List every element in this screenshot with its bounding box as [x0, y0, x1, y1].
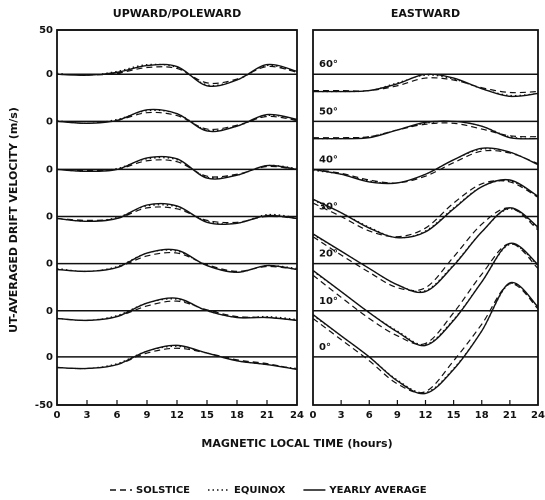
- x-tick-label: 0: [54, 410, 61, 421]
- x-tick-label: 9: [144, 410, 151, 421]
- x-tick-label: 21: [503, 410, 517, 421]
- curve: [56, 159, 298, 178]
- y-tick-label: 0: [46, 164, 53, 175]
- y-axis-label: UT-AVERAGED DRIFT VELOCITY (m/s): [7, 107, 20, 333]
- panel-title: EASTWARD: [391, 7, 460, 20]
- x-tick-label: 6: [114, 410, 121, 421]
- curve: [56, 157, 298, 179]
- curve: [312, 149, 539, 184]
- y-tick-label: 0°: [319, 342, 331, 353]
- y-tick-label: 0: [46, 69, 53, 80]
- curve: [56, 297, 298, 322]
- y-tick-label: 50: [39, 25, 53, 36]
- curve: [56, 248, 298, 274]
- curve: [56, 251, 298, 272]
- curve: [312, 179, 539, 239]
- x-tick-label: 0: [310, 410, 317, 421]
- x-tick-label: 12: [170, 410, 184, 421]
- curve: [56, 344, 298, 371]
- curve: [312, 180, 539, 238]
- y-tick-label: 40°: [319, 154, 338, 165]
- x-tick-label: 9: [394, 410, 401, 421]
- curve: [312, 178, 539, 239]
- y-tick-label: -50: [35, 400, 53, 411]
- y-tick-label: 20°: [319, 249, 338, 260]
- curve: [312, 283, 539, 394]
- x-tick-label: 21: [260, 410, 274, 421]
- legend-label: EQUINOX: [234, 485, 286, 496]
- curve: [56, 347, 298, 371]
- curve: [312, 282, 539, 394]
- x-tick-label: 3: [84, 410, 91, 421]
- curve: [312, 207, 539, 294]
- x-tick-label: 18: [475, 410, 489, 421]
- curve: [312, 148, 539, 184]
- curve: [312, 73, 539, 98]
- curve: [312, 120, 539, 140]
- curve: [56, 155, 298, 180]
- legend-label: SOLSTICE: [136, 485, 190, 496]
- x-axis-label: MAGNETIC LOCAL TIME (hours): [201, 437, 392, 450]
- curve: [56, 298, 298, 322]
- y-tick-label: 0: [46, 259, 53, 270]
- x-tick-label: 24: [290, 410, 304, 421]
- panel-frame: [312, 29, 539, 406]
- curve: [56, 204, 298, 225]
- panel-frame: [56, 29, 298, 406]
- curve: [56, 111, 298, 131]
- curve: [56, 63, 298, 88]
- x-tick-label: 6: [366, 410, 373, 421]
- curve: [312, 242, 539, 347]
- curve: [56, 108, 298, 133]
- curve: [312, 207, 539, 292]
- curve: [312, 281, 539, 395]
- y-tick-label: 10°: [319, 296, 338, 307]
- x-tick-label: 15: [200, 410, 214, 421]
- x-tick-label: 12: [419, 410, 433, 421]
- y-tick-label: 0: [46, 116, 53, 127]
- x-tick-label: 24: [531, 410, 545, 421]
- y-tick-label: 50°: [319, 106, 338, 117]
- y-tick-label: 0: [46, 306, 53, 317]
- curve: [313, 77, 539, 94]
- x-tick-label: 18: [230, 410, 244, 421]
- y-tick-label: 60°: [319, 59, 338, 70]
- curve: [312, 208, 539, 293]
- curve: [56, 206, 298, 224]
- x-tick-label: 3: [338, 410, 345, 421]
- y-tick-label: 0: [46, 352, 53, 363]
- curve: [312, 147, 539, 185]
- curve: [312, 242, 539, 346]
- legend-label: YEARLY AVERAGE: [328, 485, 426, 496]
- curve: [56, 300, 298, 322]
- curve: [56, 202, 298, 225]
- curve: [56, 65, 298, 85]
- y-tick-label: 0: [46, 212, 53, 223]
- x-tick-label: 15: [447, 410, 461, 421]
- panel-title: UPWARD/POLEWARD: [113, 7, 241, 20]
